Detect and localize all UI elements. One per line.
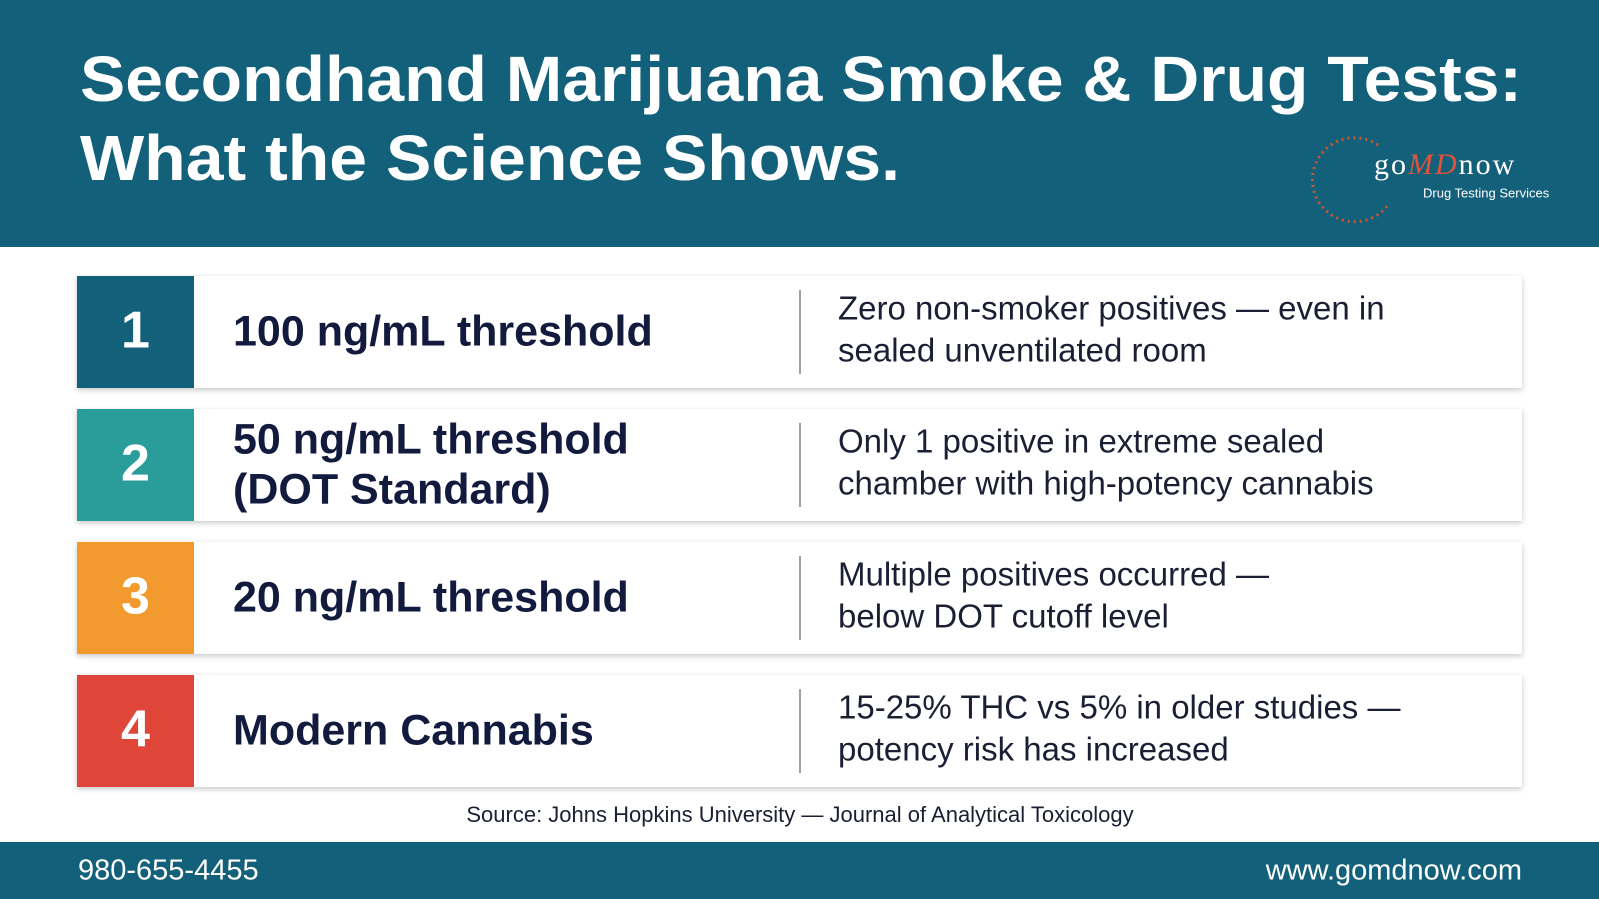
row-number: 1 — [121, 302, 150, 360]
row-description: Multiple positives occurred — — [838, 556, 1269, 593]
row: 3 20 ng/mL threshold Multiple positives oc… — [77, 542, 1522, 654]
logo: goMDnow Drug Testing Services — [1310, 136, 1550, 224]
rows: 1 100 ng/mL threshold Zero non-smoker posi… — [77, 276, 1522, 787]
row-heading: 50 ng/mL threshold — [233, 415, 629, 463]
row-description: sealed unventilated room — [838, 332, 1207, 369]
number-box — [77, 542, 194, 654]
logo-brand: goMDnow — [1374, 148, 1516, 181]
row-description: 15-25% THC vs 5% in older studies — — [838, 689, 1400, 726]
logo-tagline: Drug Testing Services — [1423, 185, 1550, 200]
row-number: 4 — [121, 701, 150, 759]
row: 1 100 ng/mL threshold Zero non-smoker posi… — [77, 276, 1522, 388]
row-heading: 20 ng/mL threshold — [233, 573, 629, 621]
footer-band — [0, 842, 1599, 899]
row-description: potency risk has increased — [838, 731, 1229, 768]
row-description: chamber with high-potency cannabis — [838, 465, 1374, 502]
row-heading: 100 ng/mL threshold — [233, 307, 653, 355]
number-box — [77, 675, 194, 787]
phone: 980-655-4455 — [78, 855, 259, 887]
number-box — [77, 409, 194, 521]
row: 2 50 ng/mL threshold(DOT Standard) Only 1 … — [77, 409, 1522, 521]
source: Source: Johns Hopkins University — Journ… — [466, 802, 1133, 827]
row-number: 2 — [121, 435, 150, 493]
logo-arc — [1310, 136, 1390, 224]
logo-brand-part: MD — [1407, 148, 1459, 181]
number-box — [77, 276, 194, 388]
row-heading: (DOT Standard) — [233, 465, 551, 513]
website: www.gomdnow.com — [1265, 855, 1522, 887]
row-heading: Modern Cannabis — [233, 706, 594, 754]
logo-brand-part: go — [1374, 148, 1408, 181]
header-band — [0, 0, 1599, 247]
title-line: Secondhand Marijuana Smoke & Drug Tests: — [80, 43, 1522, 115]
row-description: Zero non-smoker positives — even in — [838, 290, 1385, 327]
row: 4 Modern Cannabis 15-25% THC vs 5% in olde… — [77, 675, 1522, 787]
row-description: Only 1 positive in extreme sealed — [838, 423, 1324, 460]
row-description: below DOT cutoff level — [838, 598, 1169, 635]
logo-brand-part: now — [1459, 148, 1517, 181]
title-line: What the Science Shows. — [80, 122, 900, 194]
row-number: 3 — [121, 568, 150, 626]
